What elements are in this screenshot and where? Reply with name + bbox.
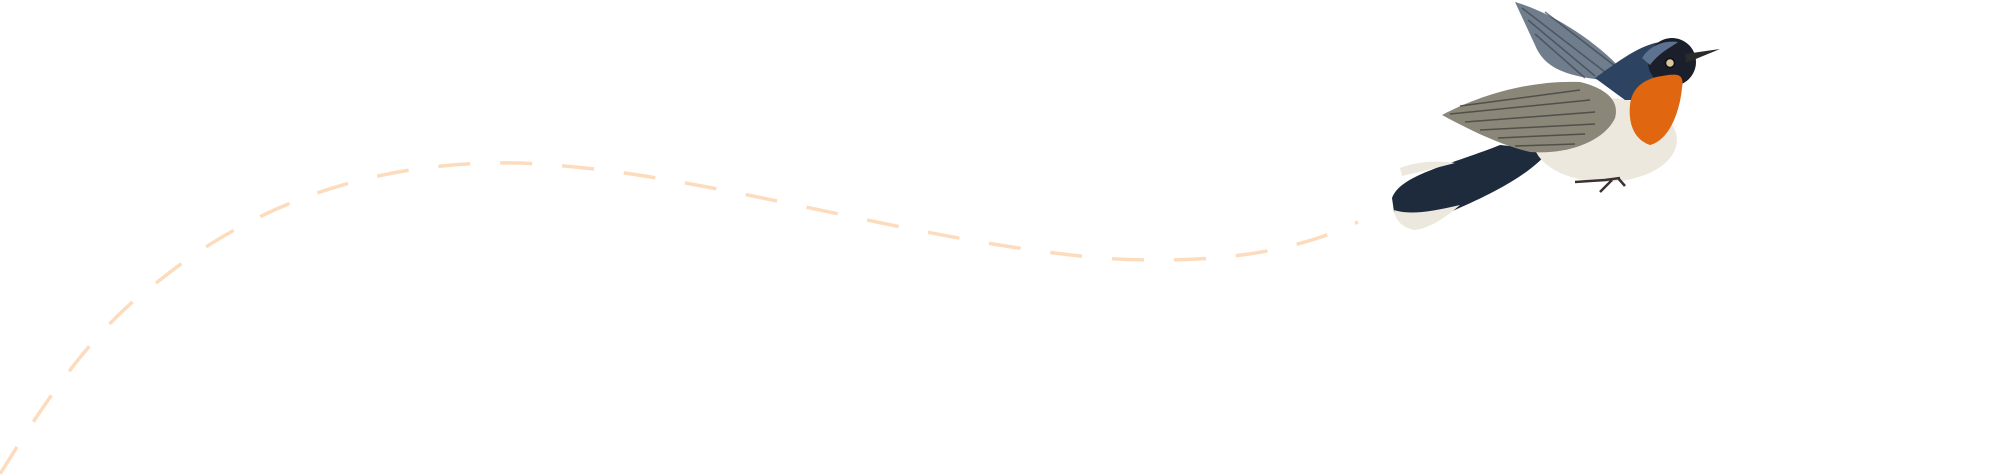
bird-throat — [1629, 74, 1683, 145]
bird-legs — [1574, 176, 1626, 193]
bird-crown — [1642, 41, 1678, 65]
bird-beak — [1685, 49, 1720, 63]
bird-tail-tips — [1394, 161, 1460, 230]
dashed-flight-path — [0, 161, 1359, 474]
bird-illustration — [1392, 2, 1720, 230]
bird-eye — [1664, 57, 1676, 69]
bird-upper-wing — [1515, 2, 1622, 80]
bird-tail — [1392, 145, 1550, 221]
